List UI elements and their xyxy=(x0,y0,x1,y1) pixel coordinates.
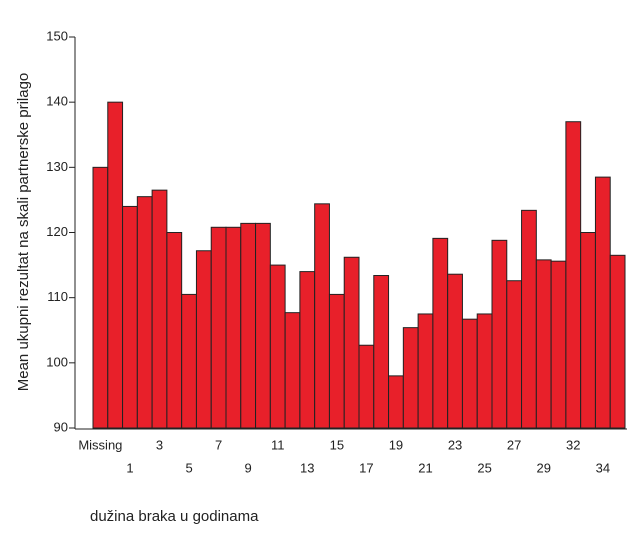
y-tick-label: 120 xyxy=(46,224,68,239)
bar xyxy=(535,259,552,429)
bar xyxy=(284,312,301,429)
bar xyxy=(550,260,567,429)
bar xyxy=(521,209,537,429)
bar xyxy=(476,313,493,429)
x-tick-label: 21 xyxy=(418,460,432,475)
bar xyxy=(609,254,626,429)
x-tick-label: 23 xyxy=(448,437,462,452)
y-tick-label: 110 xyxy=(47,289,68,304)
x-tick-label: 3 xyxy=(156,437,163,452)
bar xyxy=(432,237,449,429)
bar xyxy=(210,226,227,429)
bar xyxy=(417,313,434,429)
bar xyxy=(402,327,419,429)
bar xyxy=(225,226,242,429)
x-tick-label: 1 xyxy=(126,460,133,475)
bar xyxy=(506,280,523,429)
x-tick-label: Missing xyxy=(78,437,122,452)
bar xyxy=(181,293,197,429)
bar xyxy=(358,344,375,429)
x-tick-label: 29 xyxy=(536,460,550,475)
x-tick-label: 15 xyxy=(330,437,344,452)
bar xyxy=(195,250,212,429)
x-tick-label: 7 xyxy=(215,437,222,452)
bar xyxy=(447,273,463,429)
y-tick-label: 130 xyxy=(46,159,68,174)
bar xyxy=(594,176,611,429)
bar xyxy=(373,275,390,429)
bar xyxy=(255,222,271,429)
bar xyxy=(491,239,508,429)
bar xyxy=(136,196,153,429)
bar xyxy=(461,318,478,429)
x-tick-label: 34 xyxy=(596,460,610,475)
bar xyxy=(343,256,360,429)
bar xyxy=(92,166,109,429)
bar xyxy=(299,271,316,429)
bar xyxy=(151,189,168,429)
y-tick-label: 100 xyxy=(46,354,68,369)
x-tick-label: 13 xyxy=(300,460,314,475)
bar xyxy=(565,121,582,429)
y-tick-label: 140 xyxy=(46,94,68,109)
x-tick-label: 9 xyxy=(245,460,252,475)
bar xyxy=(122,205,138,429)
y-axis-title: Mean ukupni rezultat na skali partnerske… xyxy=(15,73,32,392)
x-tick-label: 32 xyxy=(566,437,580,452)
x-tick-label: 5 xyxy=(185,460,192,475)
bar xyxy=(314,203,330,429)
bar xyxy=(166,232,183,429)
bar xyxy=(388,375,404,429)
x-tick-label: 17 xyxy=(359,460,373,475)
bar xyxy=(328,293,345,429)
y-tick-label: 90 xyxy=(54,419,68,434)
y-tick-label: 150 xyxy=(46,28,68,43)
x-tick-label: 25 xyxy=(477,460,491,475)
x-tick-label: 11 xyxy=(271,437,285,452)
bar xyxy=(107,101,124,429)
x-tick-label: 27 xyxy=(507,437,521,452)
x-axis-title: dužina braka u godinama xyxy=(90,508,259,525)
bar xyxy=(269,264,286,429)
bar xyxy=(240,222,257,429)
bar xyxy=(580,232,596,429)
x-tick-label: 19 xyxy=(389,437,403,452)
